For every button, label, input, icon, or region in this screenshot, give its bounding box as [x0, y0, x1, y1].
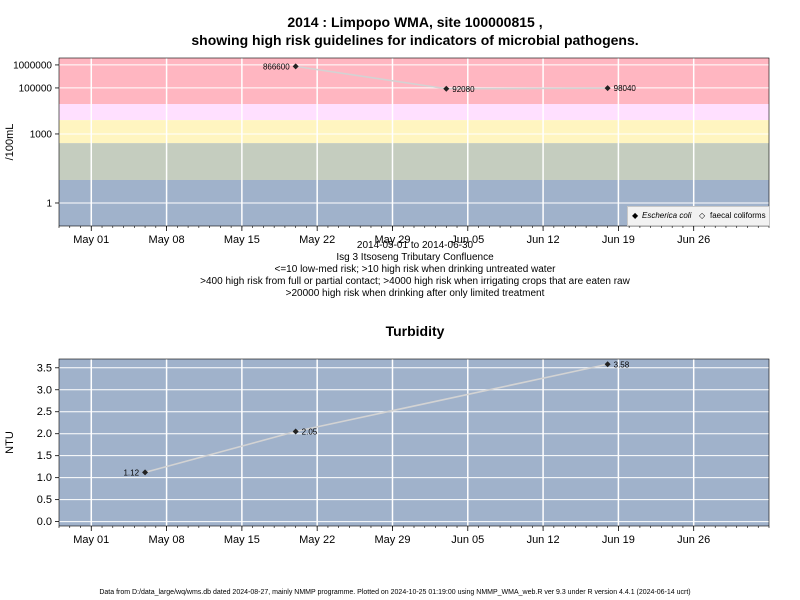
turbidity-data-point-0 — [142, 469, 149, 476]
microbial-guideline-band-2 — [59, 120, 769, 144]
microbial-x-tick-label-1: May 08 — [149, 234, 185, 246]
turbidity-chart-title: Turbidity — [385, 323, 445, 339]
caption-guideline-treatment: >20000 high risk when drinking after onl… — [285, 288, 545, 299]
footer-note: Data from D:/data_large/wq/wms.db dated … — [99, 589, 691, 596]
microbial-guideline-band-0 — [59, 58, 769, 105]
microbial-data-label-1: 92080 — [452, 85, 475, 94]
turbidity-x-tick-label-2: May 15 — [224, 534, 260, 546]
turbidity-x-tick-label-5: Jun 05 — [451, 534, 484, 546]
microbial-y-tick-label-3: 1000000 — [13, 60, 52, 71]
microbial-y-tick-label-2: 100000 — [19, 83, 53, 94]
microbial-x-tick-label-7: Jun 19 — [602, 234, 635, 246]
turbidity-data-label-0: 1.12 — [123, 468, 139, 477]
microbial-x-tick-label-0: May 01 — [73, 234, 109, 246]
turbidity-x-tick-label-8: Jun 26 — [677, 534, 710, 546]
turbidity-y-tick-label-4: 2.0 — [37, 428, 52, 440]
turbidity-data-point-1 — [292, 428, 299, 435]
turbidity-x-tick-label-3: May 22 — [299, 534, 335, 546]
turbidity-data-label-2: 3.58 — [614, 360, 630, 369]
legend: ◆ Escherica coli ◇ faecal coliforms — [627, 206, 770, 226]
microbial-data-point-2 — [604, 85, 611, 92]
turbidity-x-tick-label-1: May 08 — [149, 534, 185, 546]
caption-guideline-contact: >400 high risk from full or partial cont… — [200, 276, 630, 287]
turbidity-data-point-2 — [604, 361, 611, 368]
microbial-x-tick-label-5: Jun 05 — [451, 234, 484, 246]
caption-guideline-drinking: <=10 low-med risk; >10 high risk when dr… — [274, 264, 556, 275]
legend-marker-open: ◇ — [699, 211, 706, 220]
microbial-guideline-band-1 — [59, 104, 769, 121]
turbidity-x-tick-label-6: Jun 12 — [527, 534, 560, 546]
turbidity-x-tick-label-7: Jun 19 — [602, 534, 635, 546]
turbidity-y-tick-label-0: 0.0 — [37, 516, 52, 528]
microbial-y-tick-label-1: 1000 — [30, 129, 53, 140]
microbial-data-label-0: 866600 — [263, 62, 290, 71]
turbidity-y-tick-label-2: 1.0 — [37, 472, 52, 484]
microbial-y-tick-label-0: 1 — [46, 198, 52, 209]
microbial-data-point-0 — [292, 63, 299, 70]
legend-label-faecal-coliforms: faecal coliforms — [710, 211, 766, 220]
turbidity-x-tick-label-0: May 01 — [73, 534, 109, 546]
caption-date-range: 2014-05-01 to 2014-06-30 — [356, 240, 474, 251]
microbial-x-tick-label-8: Jun 26 — [677, 234, 710, 246]
microbial-guideline-band-3 — [59, 143, 769, 180]
turbidity-data-label-1: 2.05 — [302, 428, 318, 437]
legend-label-e-coli: Escherica coli — [642, 211, 692, 220]
chart-title-line-2: showing high risk guidelines for indicat… — [191, 32, 639, 48]
turbidity-x-tick-label-4: May 29 — [374, 534, 410, 546]
microbial-x-tick-label-2: May 15 — [224, 234, 260, 246]
caption-site-name: Isg 3 Itsoseng Tributary Confluence — [336, 252, 494, 263]
turbidity-y-tick-label-1: 0.5 — [37, 494, 52, 506]
turbidity-y-axis-label: NTU — [4, 431, 16, 454]
turbidity-y-tick-label-7: 3.5 — [37, 362, 52, 374]
turbidity-plot-background — [59, 359, 769, 526]
microbial-data-point-1 — [443, 85, 450, 92]
microbial-x-tick-label-4: May 29 — [374, 234, 410, 246]
microbial-x-tick-label-6: Jun 12 — [527, 234, 560, 246]
turbidity-y-tick-label-6: 3.0 — [37, 384, 52, 396]
chart-title-line-1: 2014 : Limpopo WMA, site 100000815 , — [287, 14, 543, 30]
microbial-x-tick-label-3: May 22 — [299, 234, 335, 246]
legend-marker-filled: ◆ — [632, 211, 639, 220]
turbidity-y-tick-label-5: 2.5 — [37, 406, 52, 418]
microbial-data-label-2: 98040 — [614, 84, 637, 93]
microbial-y-axis-label: /100mL — [4, 124, 16, 161]
turbidity-y-tick-label-3: 1.5 — [37, 450, 52, 462]
